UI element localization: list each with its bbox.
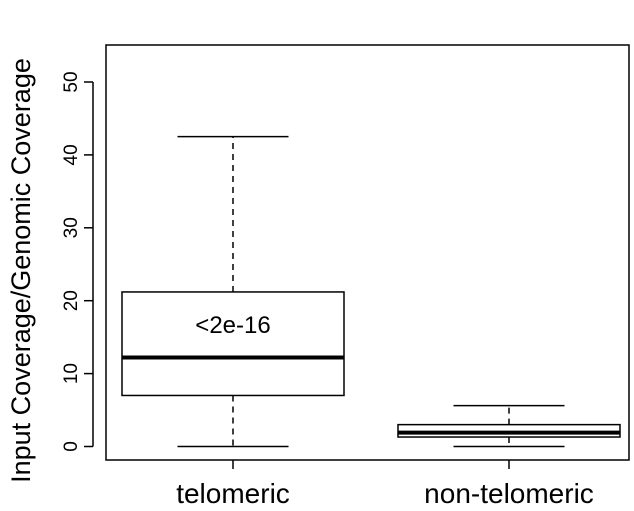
y-tick-label: 40 bbox=[61, 144, 82, 165]
y-tick-label: 20 bbox=[61, 290, 82, 311]
y-tick-label: 30 bbox=[61, 217, 82, 238]
x-tick-label: non-telomeric bbox=[424, 478, 594, 509]
y-tick-label: 0 bbox=[61, 441, 82, 452]
y-tick-label: 10 bbox=[61, 363, 82, 384]
y-axis-label: Input Coverage/Genomic Coverage bbox=[6, 58, 36, 483]
p-value-annotation: <2e-16 bbox=[195, 312, 270, 339]
y-tick-label: 50 bbox=[61, 71, 82, 92]
plot-frame bbox=[105, 44, 630, 461]
x-axis-labels: telomeric non-telomeric bbox=[176, 460, 594, 509]
y-axis: 0 10 20 30 40 50 bbox=[61, 71, 94, 452]
boxes bbox=[121, 135, 621, 448]
iqr-box bbox=[121, 291, 345, 397]
x-tick-label: telomeric bbox=[176, 478, 290, 509]
box-telomeric bbox=[121, 135, 345, 448]
box-non-telomeric bbox=[397, 404, 621, 448]
